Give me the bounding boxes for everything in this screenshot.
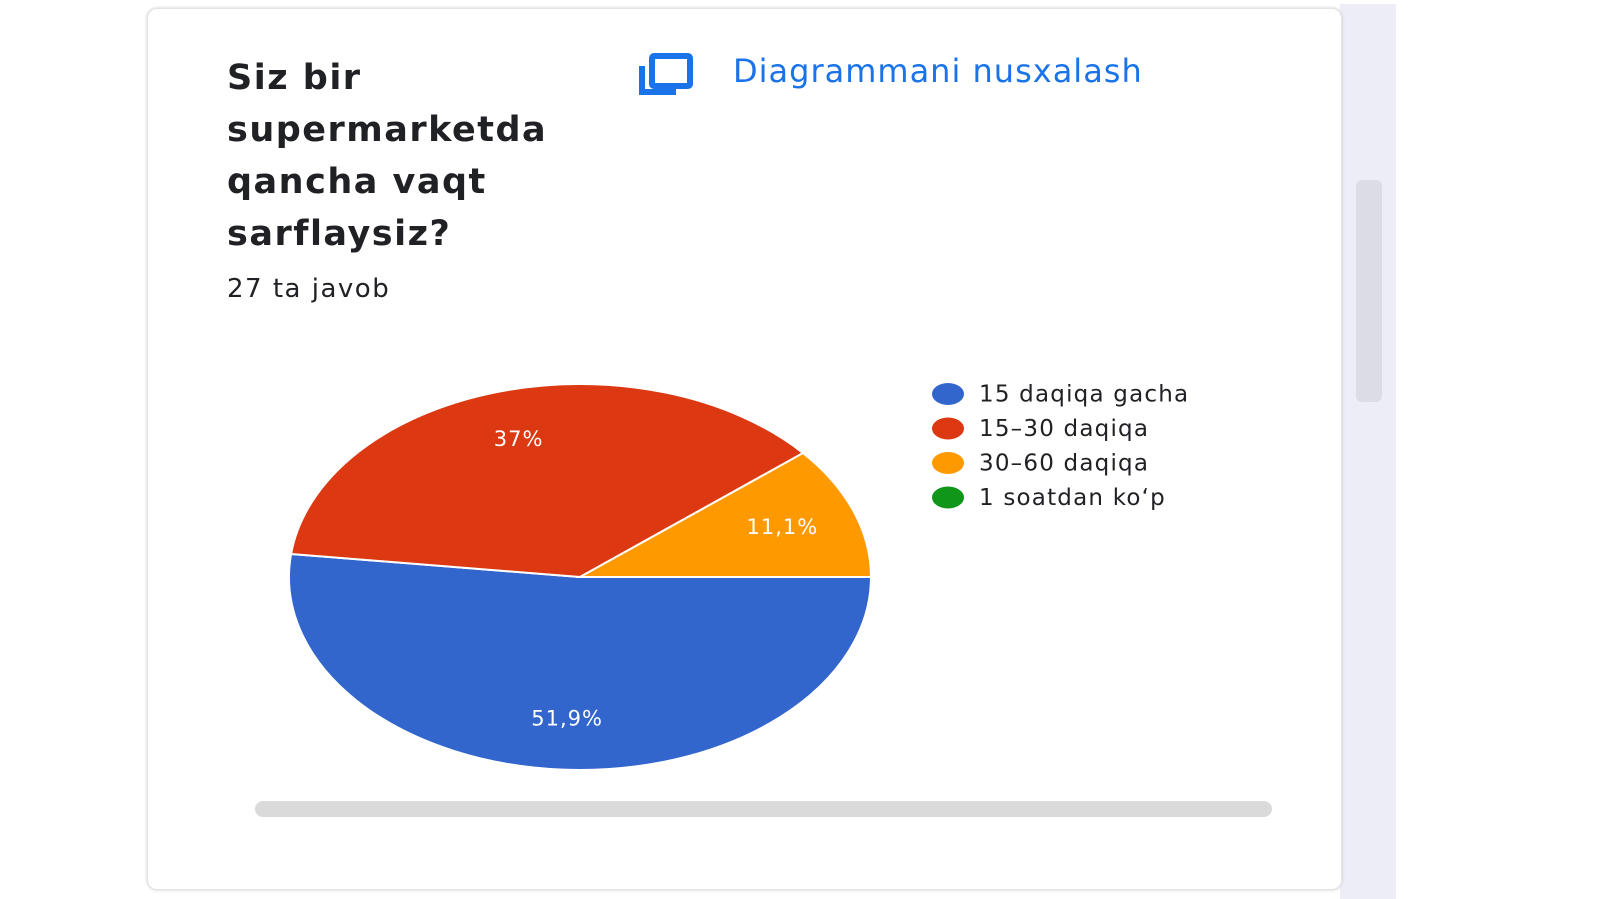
slice-label: 11,1% <box>747 515 819 539</box>
scroll-track <box>1340 4 1396 899</box>
chart-title: Siz bir supermarketda qancha vaqt sarfla… <box>227 58 548 254</box>
legend-label: 15 daqiqa gacha <box>979 382 1189 408</box>
horizontal-scrollbar[interactable] <box>255 801 1272 817</box>
legend-label: 15–30 daqiqa <box>979 416 1149 442</box>
legend-label: 1 soatdan ko‘p <box>979 485 1166 511</box>
copy-chart-button[interactable]: Diagrammani nusxalash <box>733 52 1143 90</box>
slice-label: 51,9% <box>531 707 603 731</box>
slice-label: 37% <box>494 427 544 451</box>
pie-slice <box>576 451 873 578</box>
legend-marker <box>932 417 964 440</box>
legend-marker <box>932 486 964 509</box>
copy-icon[interactable] <box>639 53 693 95</box>
legend-marker <box>932 383 964 405</box>
pie-slice <box>289 383 805 579</box>
response-count: 27 ta javob <box>227 274 391 304</box>
legend-marker <box>932 452 964 474</box>
legend-label: 30–60 daqiqa <box>979 451 1149 477</box>
pie-slice <box>288 552 873 771</box>
scroll-thumb[interactable] <box>1356 180 1382 402</box>
